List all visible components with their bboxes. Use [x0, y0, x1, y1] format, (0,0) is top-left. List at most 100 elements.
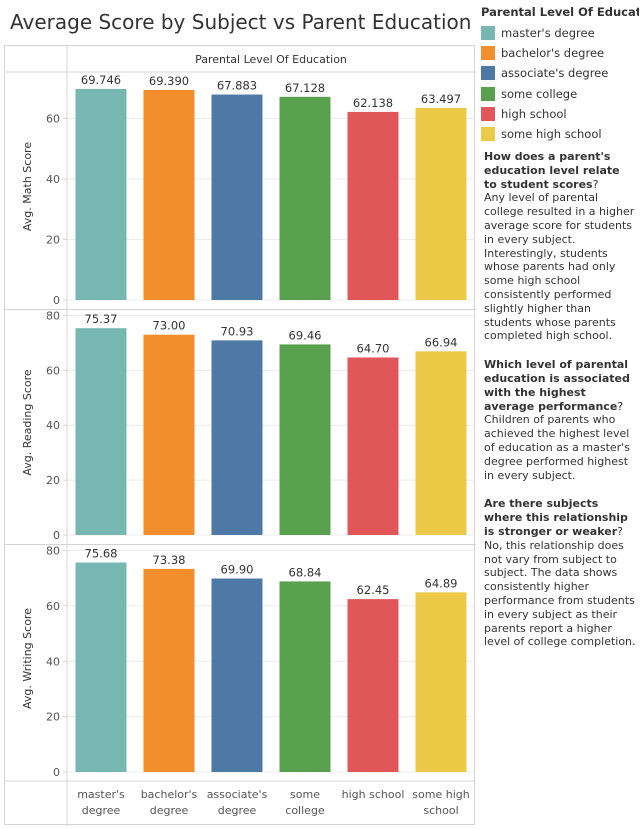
x-tick-label: high school	[342, 788, 405, 801]
y-tick-label: 20	[46, 233, 60, 246]
note-question-mark: ?	[617, 524, 623, 538]
data-label: 62.138	[353, 96, 393, 110]
y-tick-label: 0	[53, 294, 60, 307]
note-answer: Children of parents who achieved the hig…	[484, 413, 630, 482]
y-tick-label: 60	[46, 112, 60, 125]
bar	[347, 357, 399, 535]
bar	[279, 96, 331, 300]
bar	[415, 107, 467, 300]
x-tick-label: master's	[77, 788, 125, 801]
bar	[347, 599, 399, 772]
note-question: Which level of parental education is ass…	[484, 358, 630, 413]
legend-label: associate's degree	[501, 66, 609, 81]
x-tick-label: some	[290, 788, 320, 801]
chart-title: Average Score by Subject vs Parent Educa…	[10, 10, 472, 34]
note-question-mark: ?	[592, 177, 599, 191]
y-tick-label: 60	[46, 364, 60, 377]
x-tick-label: college	[285, 804, 325, 817]
note-question: How does a parent's education level rela…	[484, 150, 620, 191]
bar	[143, 568, 195, 772]
note-block: Which level of parental education is ass…	[484, 358, 636, 482]
x-tick-label: degree	[218, 804, 257, 817]
x-tick-label: school	[423, 804, 458, 817]
data-label: 69.390	[149, 74, 189, 88]
data-label: 64.70	[357, 341, 390, 355]
data-label: 64.89	[425, 576, 458, 590]
legend-item[interactable]: some college	[481, 84, 639, 104]
legend-label: some high school	[501, 127, 602, 142]
y-tick-label: 60	[46, 600, 60, 613]
legend-item[interactable]: some high school	[481, 124, 639, 144]
x-tick-label: degree	[82, 804, 121, 817]
legend-swatch	[481, 26, 495, 41]
data-label: 73.38	[153, 553, 186, 567]
legend-swatch	[481, 106, 495, 121]
data-label: 67.883	[217, 79, 257, 93]
data-label: 68.84	[289, 565, 322, 579]
y-axis-label: Avg. Writing Score	[21, 608, 34, 709]
data-label: 66.94	[425, 335, 458, 349]
data-label: 63.497	[421, 92, 461, 106]
bar	[75, 562, 127, 772]
data-label: 73.00	[153, 319, 186, 333]
y-tick-label: 0	[53, 529, 60, 542]
note-question-mark: ?	[617, 399, 624, 413]
x-tick-label: associate's	[207, 788, 268, 801]
x-tick-label: some high	[412, 788, 469, 801]
x-tick-label: bachelor's	[141, 788, 198, 801]
x-tick-label: degree	[150, 804, 189, 817]
bar	[279, 344, 331, 535]
bar	[143, 89, 195, 300]
y-tick-label: 40	[46, 173, 60, 186]
y-axis-label: Avg. Reading Score	[21, 369, 34, 476]
note-block: Are there subjects where this relationsh…	[484, 497, 636, 649]
data-label: 62.45	[357, 583, 390, 597]
bar	[211, 94, 263, 300]
data-label: 69.46	[289, 328, 322, 342]
note-answer: No, this relationship does not vary from…	[484, 538, 636, 649]
bar	[415, 351, 467, 535]
legend-swatch	[481, 46, 495, 61]
y-tick-label: 40	[46, 419, 60, 432]
y-tick-label: 80	[46, 309, 60, 322]
legend-item[interactable]: high school	[481, 104, 639, 124]
data-label: 75.68	[85, 546, 118, 560]
bar	[347, 111, 399, 300]
y-tick-label: 40	[46, 655, 60, 668]
bar-chart: Parental Level Of Education 0 20 40 60 Avg. M…	[5, 46, 476, 826]
legend-item[interactable]: bachelor's degree	[481, 43, 639, 63]
legend-label: master's degree	[501, 26, 595, 41]
legend-swatch	[481, 66, 495, 81]
data-label: 70.93	[221, 324, 254, 338]
bar	[211, 340, 263, 535]
legend: Parental Level Of Educati.. master's deg…	[481, 5, 639, 144]
bar	[143, 334, 195, 535]
legend-label: some college	[501, 86, 578, 101]
insight-notes: How does a parent's education level rela…	[484, 150, 636, 664]
legend-items: master's degree bachelor's degree associat…	[481, 23, 639, 144]
legend-label: bachelor's degree	[501, 46, 605, 61]
legend-swatch	[481, 127, 495, 142]
chart-area: Parental Level Of Education 0 20 40 60 Avg. M…	[4, 45, 476, 826]
y-tick-label: 20	[46, 711, 60, 724]
note-answer: Any level of parental college resulted i…	[484, 191, 635, 343]
bar	[415, 592, 467, 772]
column-header: Parental Level Of Education	[195, 53, 347, 66]
legend-item[interactable]: master's degree	[481, 23, 639, 43]
note-question: Are there subjects where this relationsh…	[484, 497, 628, 538]
legend-title: Parental Level Of Educati..	[481, 5, 639, 19]
data-label: 67.128	[285, 81, 325, 95]
data-label: 69.746	[81, 73, 121, 87]
bar	[75, 328, 127, 535]
bar	[279, 581, 331, 772]
legend-label: high school	[501, 106, 567, 121]
data-label: 75.37	[85, 312, 118, 326]
bar	[75, 88, 127, 301]
note-block: How does a parent's education level rela…	[484, 150, 636, 343]
legend-item[interactable]: associate's degree	[481, 63, 639, 83]
data-label: 69.90	[221, 562, 254, 576]
y-tick-label: 80	[46, 545, 60, 558]
y-tick-label: 0	[53, 766, 60, 779]
y-axis-label: Avg. Math Score	[21, 142, 34, 231]
bar	[211, 578, 263, 772]
